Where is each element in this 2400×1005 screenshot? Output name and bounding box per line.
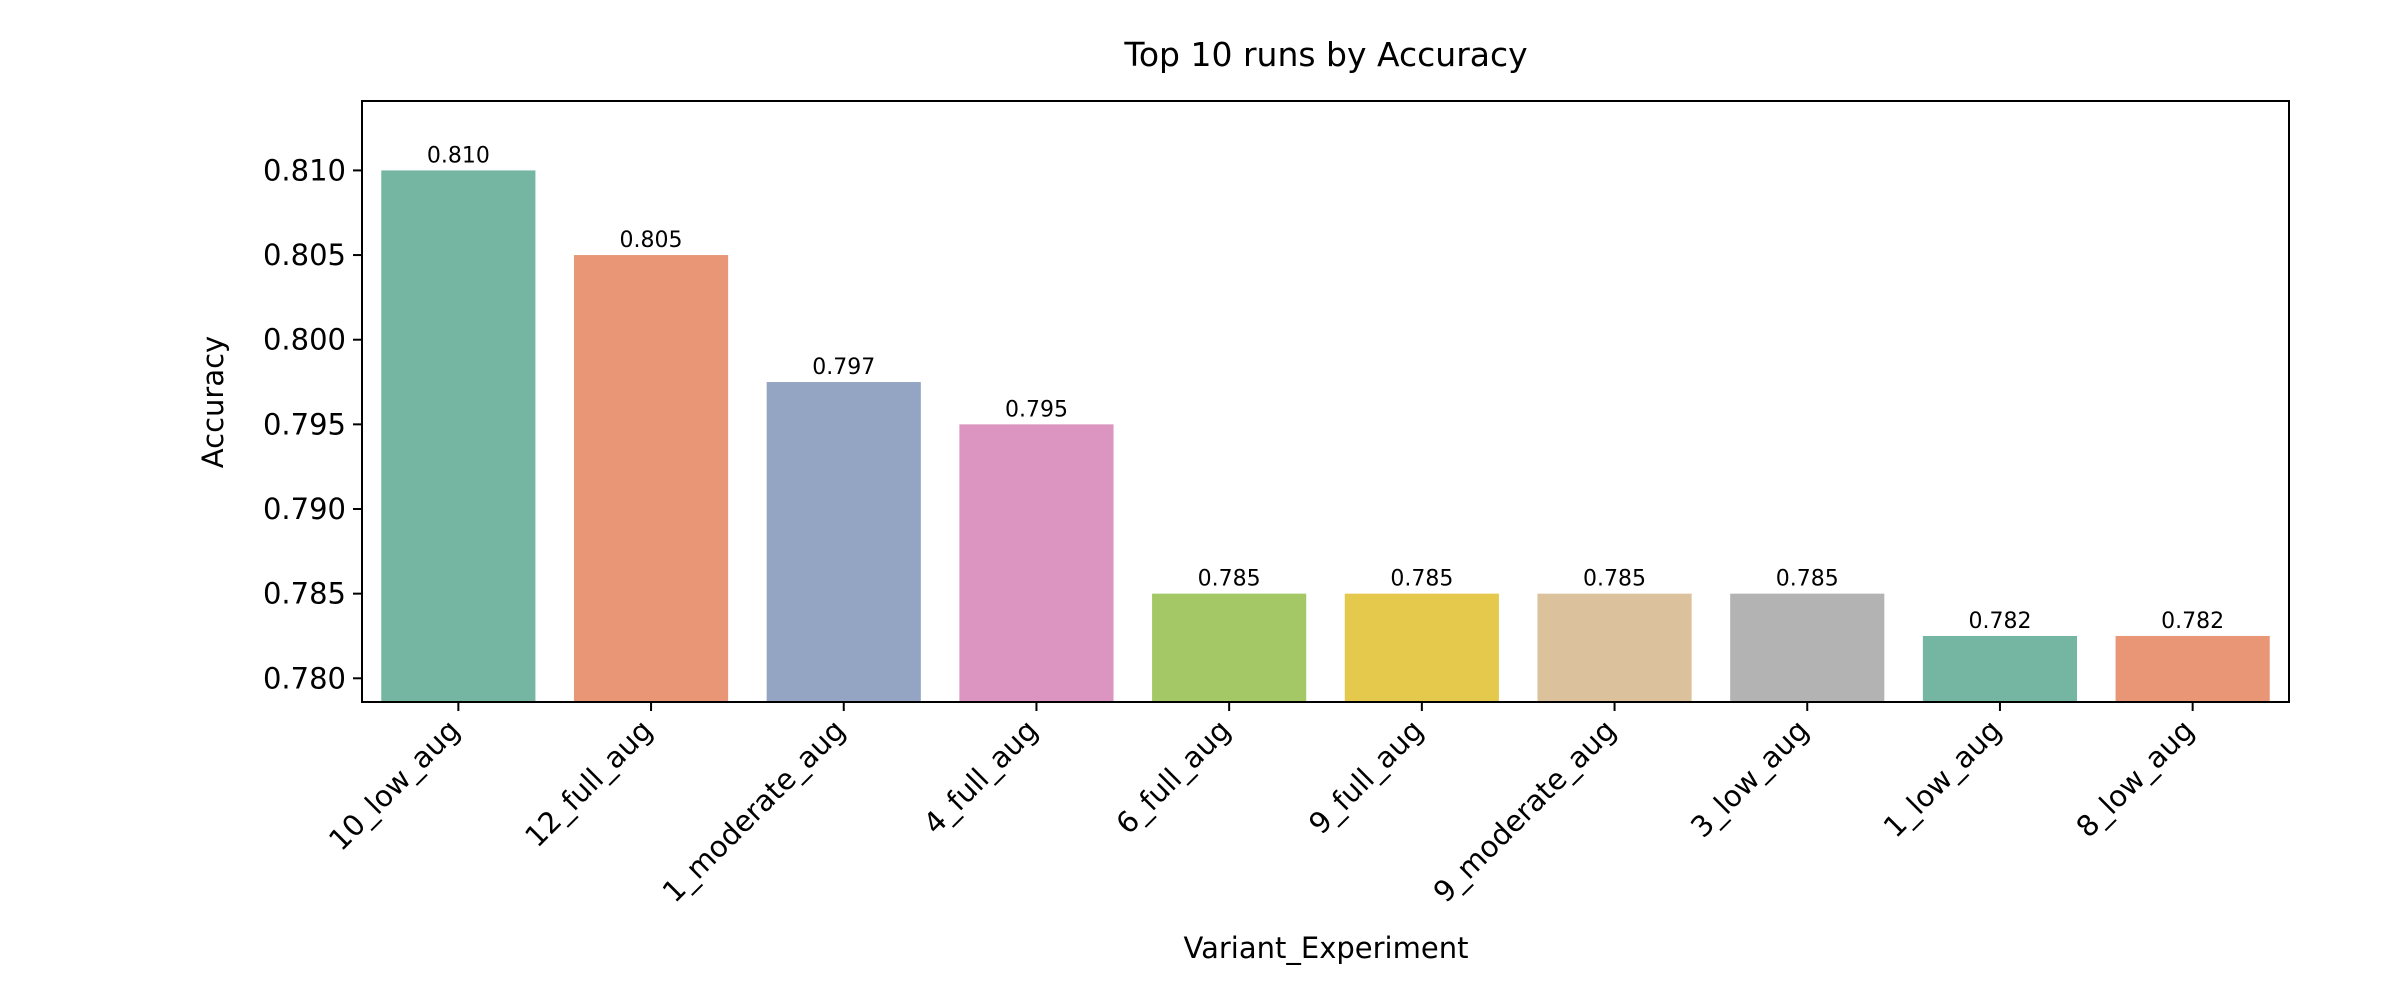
bar: [1537, 593, 1692, 702]
bar-value-label: 0.782: [1968, 609, 2031, 634]
bar: [1730, 593, 1885, 702]
y-tick-label: 0.800: [263, 323, 346, 357]
x-tick-label: 12_full_aug: [518, 713, 659, 854]
y-axis-label: Accuracy: [196, 336, 230, 468]
bar-value-label: 0.785: [1776, 567, 1839, 592]
bar-value-label: 0.785: [1198, 567, 1261, 592]
y-tick-label: 0.780: [263, 661, 346, 695]
chart-title: Top 10 runs by Accuracy: [1123, 35, 1527, 74]
plot-area: 0.810 0.805 0.797 0.795 0.785 0.785 0.785 0.785…: [263, 100, 2290, 909]
x-tick-label: 4_full_aug: [917, 713, 1045, 841]
x-tick-label: 8_low_aug: [2069, 713, 2200, 844]
x-tick-label: 6_full_aug: [1109, 713, 1237, 841]
y-tick-label: 0.785: [263, 577, 346, 611]
bar-value-label: 0.805: [620, 228, 683, 253]
bar: [381, 170, 536, 702]
bar: [766, 382, 921, 702]
bar-value-label: 0.785: [1390, 567, 1453, 592]
x-axis-label: Variant_Experiment: [1184, 931, 1469, 965]
bar-value-label: 0.797: [812, 355, 875, 380]
axes-frame: [361, 100, 2290, 703]
y-tick-label: 0.805: [263, 238, 346, 272]
bar-value-label: 0.810: [427, 143, 490, 168]
x-tick-label: 1_moderate_aug: [656, 713, 852, 909]
x-tick-label: 9_full_aug: [1302, 713, 1430, 841]
y-tick-label: 0.810: [263, 153, 346, 187]
x-tick-label: 9_moderate_aug: [1427, 713, 1623, 909]
y-tick-label: 0.790: [263, 492, 346, 526]
bar: [1152, 593, 1307, 702]
x-tick-label: 3_low_aug: [1684, 713, 1815, 844]
bar-value-label: 0.795: [1005, 397, 1068, 422]
bar-value-label: 0.782: [2161, 609, 2224, 634]
bar: [2115, 635, 2270, 702]
x-tick-label: 10_low_aug: [322, 713, 466, 857]
bar: [959, 424, 1114, 702]
y-tick-label: 0.795: [263, 407, 346, 441]
x-tick-label: 1_low_aug: [1877, 713, 2008, 844]
bar: [1922, 635, 2078, 702]
bar: [1344, 593, 1499, 702]
bar: [573, 255, 729, 702]
bar-value-label: 0.785: [1583, 567, 1646, 592]
